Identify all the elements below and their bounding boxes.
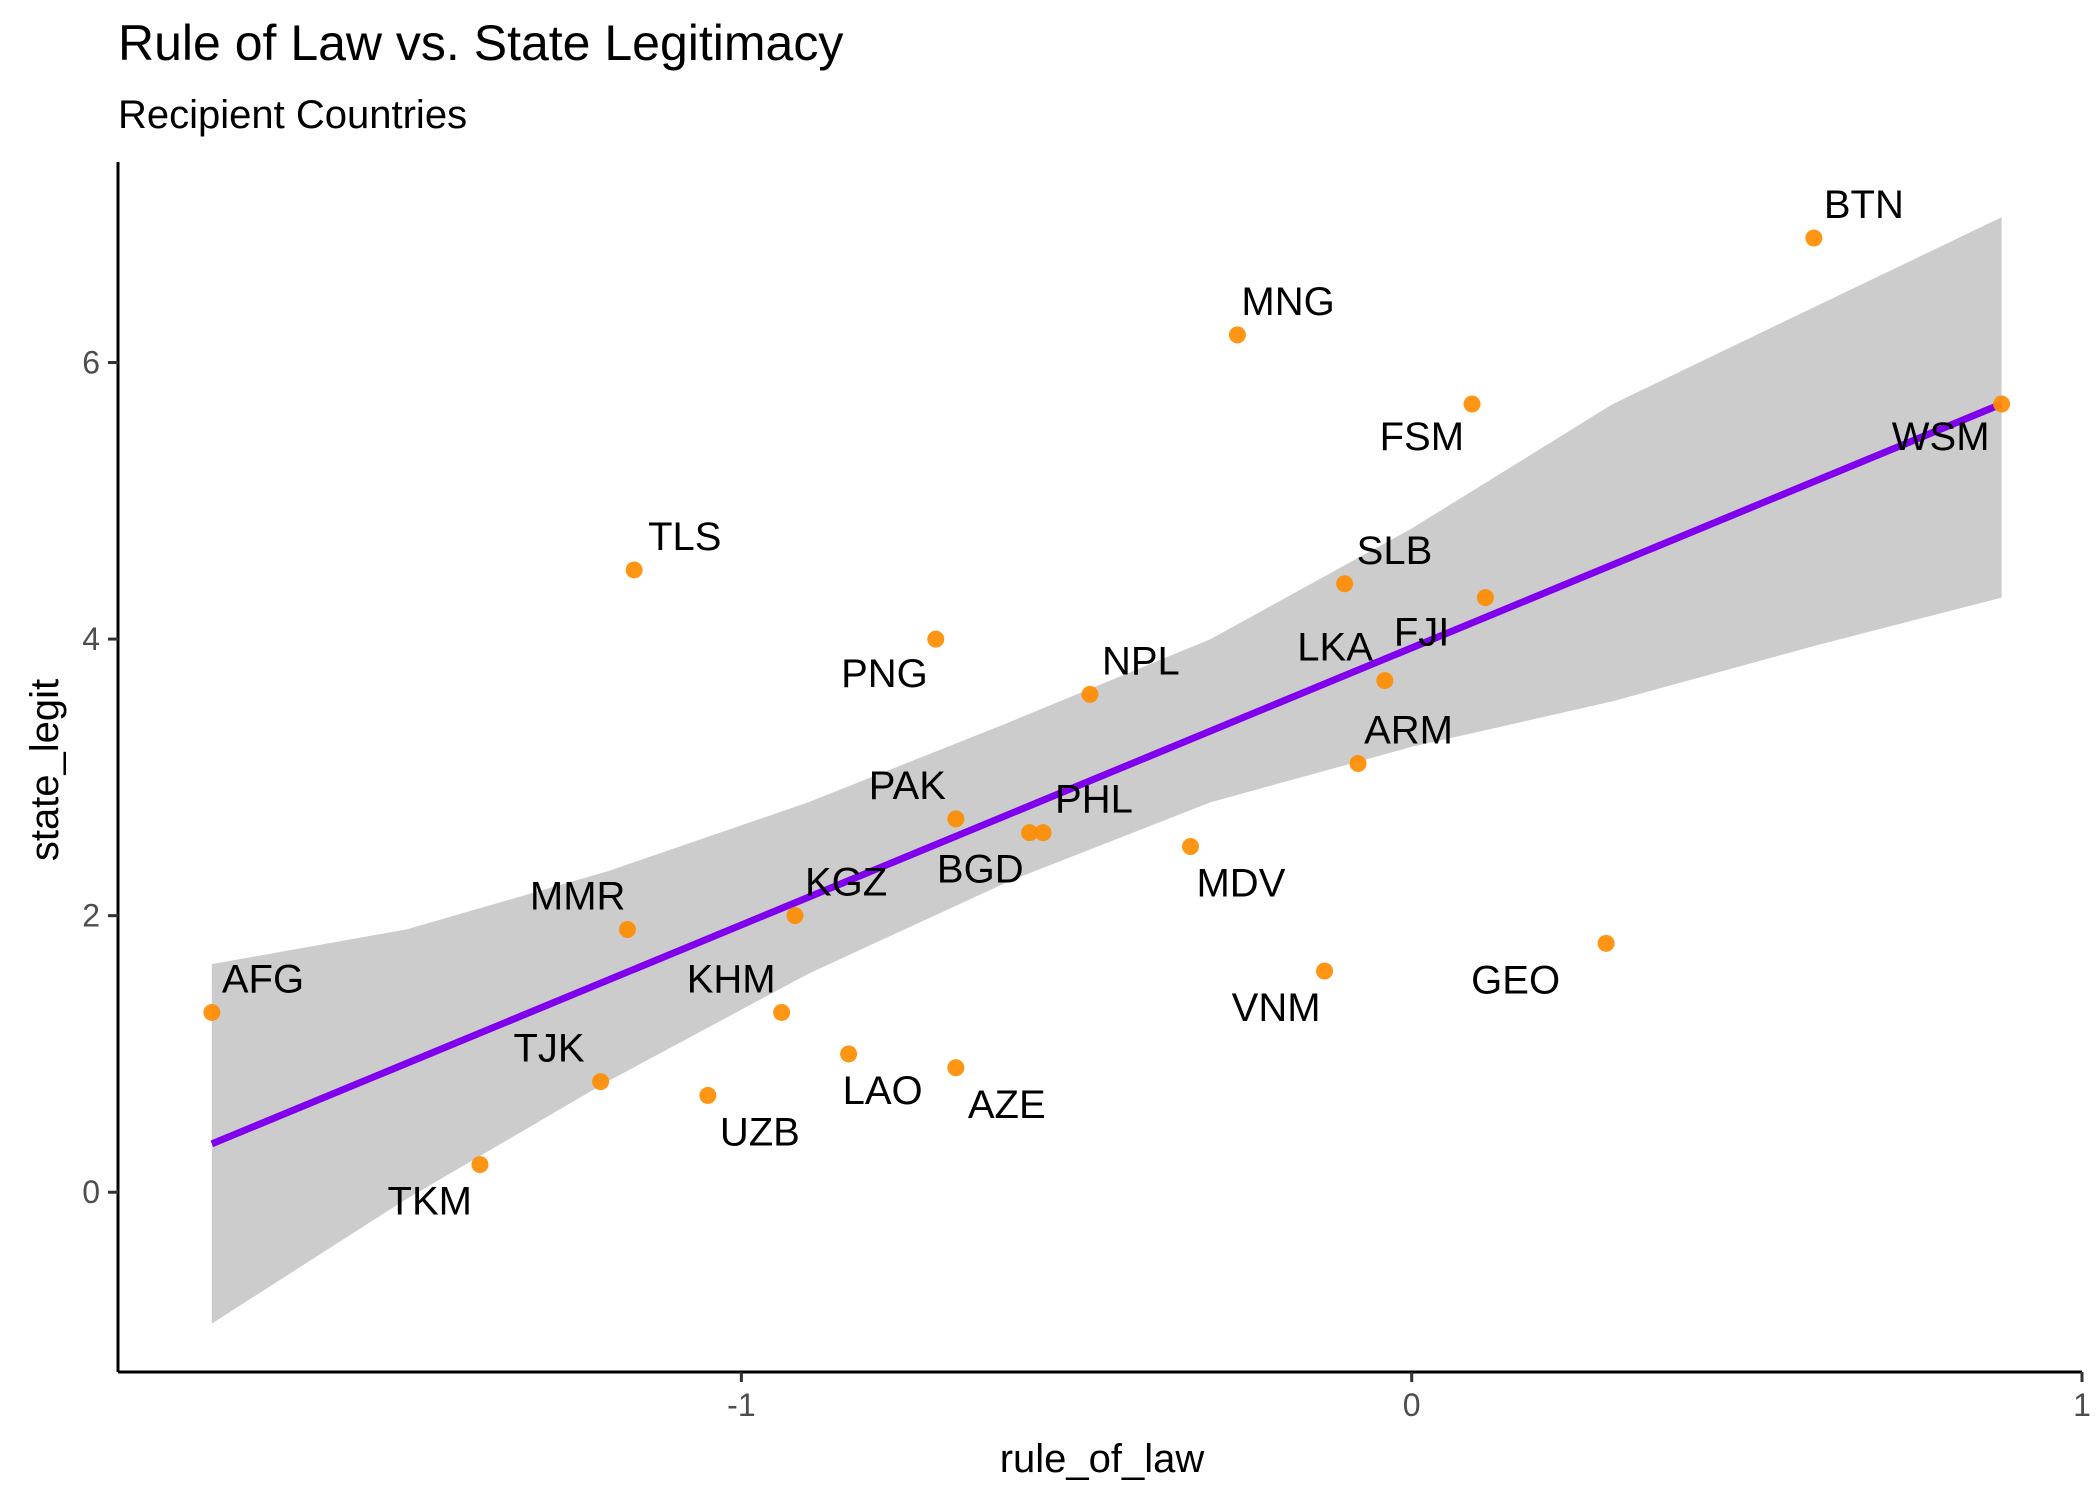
point-label-png: PNG	[841, 652, 928, 696]
data-point-slb	[1336, 575, 1354, 593]
y-axis-title: state_legit	[23, 679, 67, 861]
point-label-mdv: MDV	[1196, 862, 1285, 906]
data-point-khm	[773, 1003, 791, 1021]
point-label-tkm: TKM	[388, 1180, 472, 1224]
point-label-afg: AFG	[222, 957, 304, 1001]
point-label-lao: LAO	[843, 1069, 923, 1113]
data-point-tjk	[592, 1073, 610, 1091]
data-point-aze	[947, 1059, 965, 1077]
data-point-tkm	[471, 1156, 489, 1174]
y-tick-label: 0	[82, 1174, 100, 1210]
data-point-afg	[203, 1003, 221, 1021]
x-tick-label: 1	[2073, 1387, 2091, 1423]
data-point-arm	[1349, 755, 1367, 773]
data-point-btn	[1805, 229, 1823, 247]
y-tick-label: 2	[82, 898, 100, 934]
point-label-wsm: WSM	[1892, 415, 1990, 459]
data-point-wsm	[1993, 395, 2011, 413]
chart-title: Rule of Law vs. State Legitimacy	[118, 15, 843, 71]
regression-line-layer	[210, 400, 2003, 1148]
y-tick-label: 4	[82, 621, 100, 657]
data-point-lao	[840, 1045, 858, 1063]
regression-line	[210, 400, 2003, 1148]
point-label-pak: PAK	[869, 764, 946, 808]
data-point-layer	[203, 229, 2011, 1174]
point-label-lka: LKA	[1297, 626, 1373, 670]
axes-layer: -1 0 1 0 2 4 6	[82, 162, 2091, 1423]
point-label-tjk: TJK	[513, 1027, 584, 1071]
data-point-fsm	[1463, 395, 1481, 413]
point-label-phl: PHL	[1055, 778, 1133, 822]
data-point-kgz	[786, 907, 804, 925]
data-point-pak	[947, 810, 965, 828]
data-point-tls	[625, 561, 643, 579]
y-tick-label: 6	[82, 345, 100, 381]
x-tick-label: -1	[727, 1387, 755, 1423]
data-point-png	[927, 630, 945, 648]
data-point-fji	[1476, 589, 1494, 607]
point-label-mmr: MMR	[530, 874, 626, 918]
point-label-geo: GEO	[1471, 958, 1560, 1002]
point-label-kgz: KGZ	[805, 861, 887, 905]
data-point-vnm	[1316, 962, 1334, 980]
point-label-bgd: BGD	[937, 848, 1024, 892]
point-label-aze: AZE	[968, 1083, 1046, 1127]
point-label-fsm: FSM	[1380, 415, 1464, 459]
data-point-geo	[1597, 934, 1615, 952]
data-point-mng	[1228, 326, 1246, 344]
point-label-btn: BTN	[1824, 183, 1904, 227]
data-point-mmr	[618, 920, 636, 938]
x-axis-title: rule_of_law	[1000, 1437, 1205, 1481]
data-point-phl	[1034, 824, 1052, 842]
point-label-npl: NPL	[1102, 639, 1180, 683]
point-label-vnm: VNM	[1232, 986, 1321, 1030]
point-label-slb: SLB	[1357, 529, 1433, 573]
point-label-mng: MNG	[1241, 280, 1334, 324]
point-label-uzb: UZB	[720, 1110, 800, 1154]
data-point-lka	[1376, 672, 1394, 690]
point-label-layer: BTN MNG FSM WSM TLS SLB FJI PNG LKA NPL ARM PAK BGD P…	[222, 183, 1990, 1224]
data-point-uzb	[699, 1086, 717, 1104]
data-point-npl	[1081, 685, 1099, 703]
point-label-khm: KHM	[687, 957, 776, 1001]
data-point-mdv	[1181, 838, 1199, 856]
point-label-fji: FJI	[1394, 611, 1450, 655]
point-label-tls: TLS	[648, 515, 721, 559]
point-label-arm: ARM	[1364, 709, 1453, 753]
data-point-bgd	[1021, 824, 1039, 842]
x-tick-label: 0	[1403, 1387, 1421, 1423]
chart-subtitle: Recipient Countries	[118, 93, 467, 137]
